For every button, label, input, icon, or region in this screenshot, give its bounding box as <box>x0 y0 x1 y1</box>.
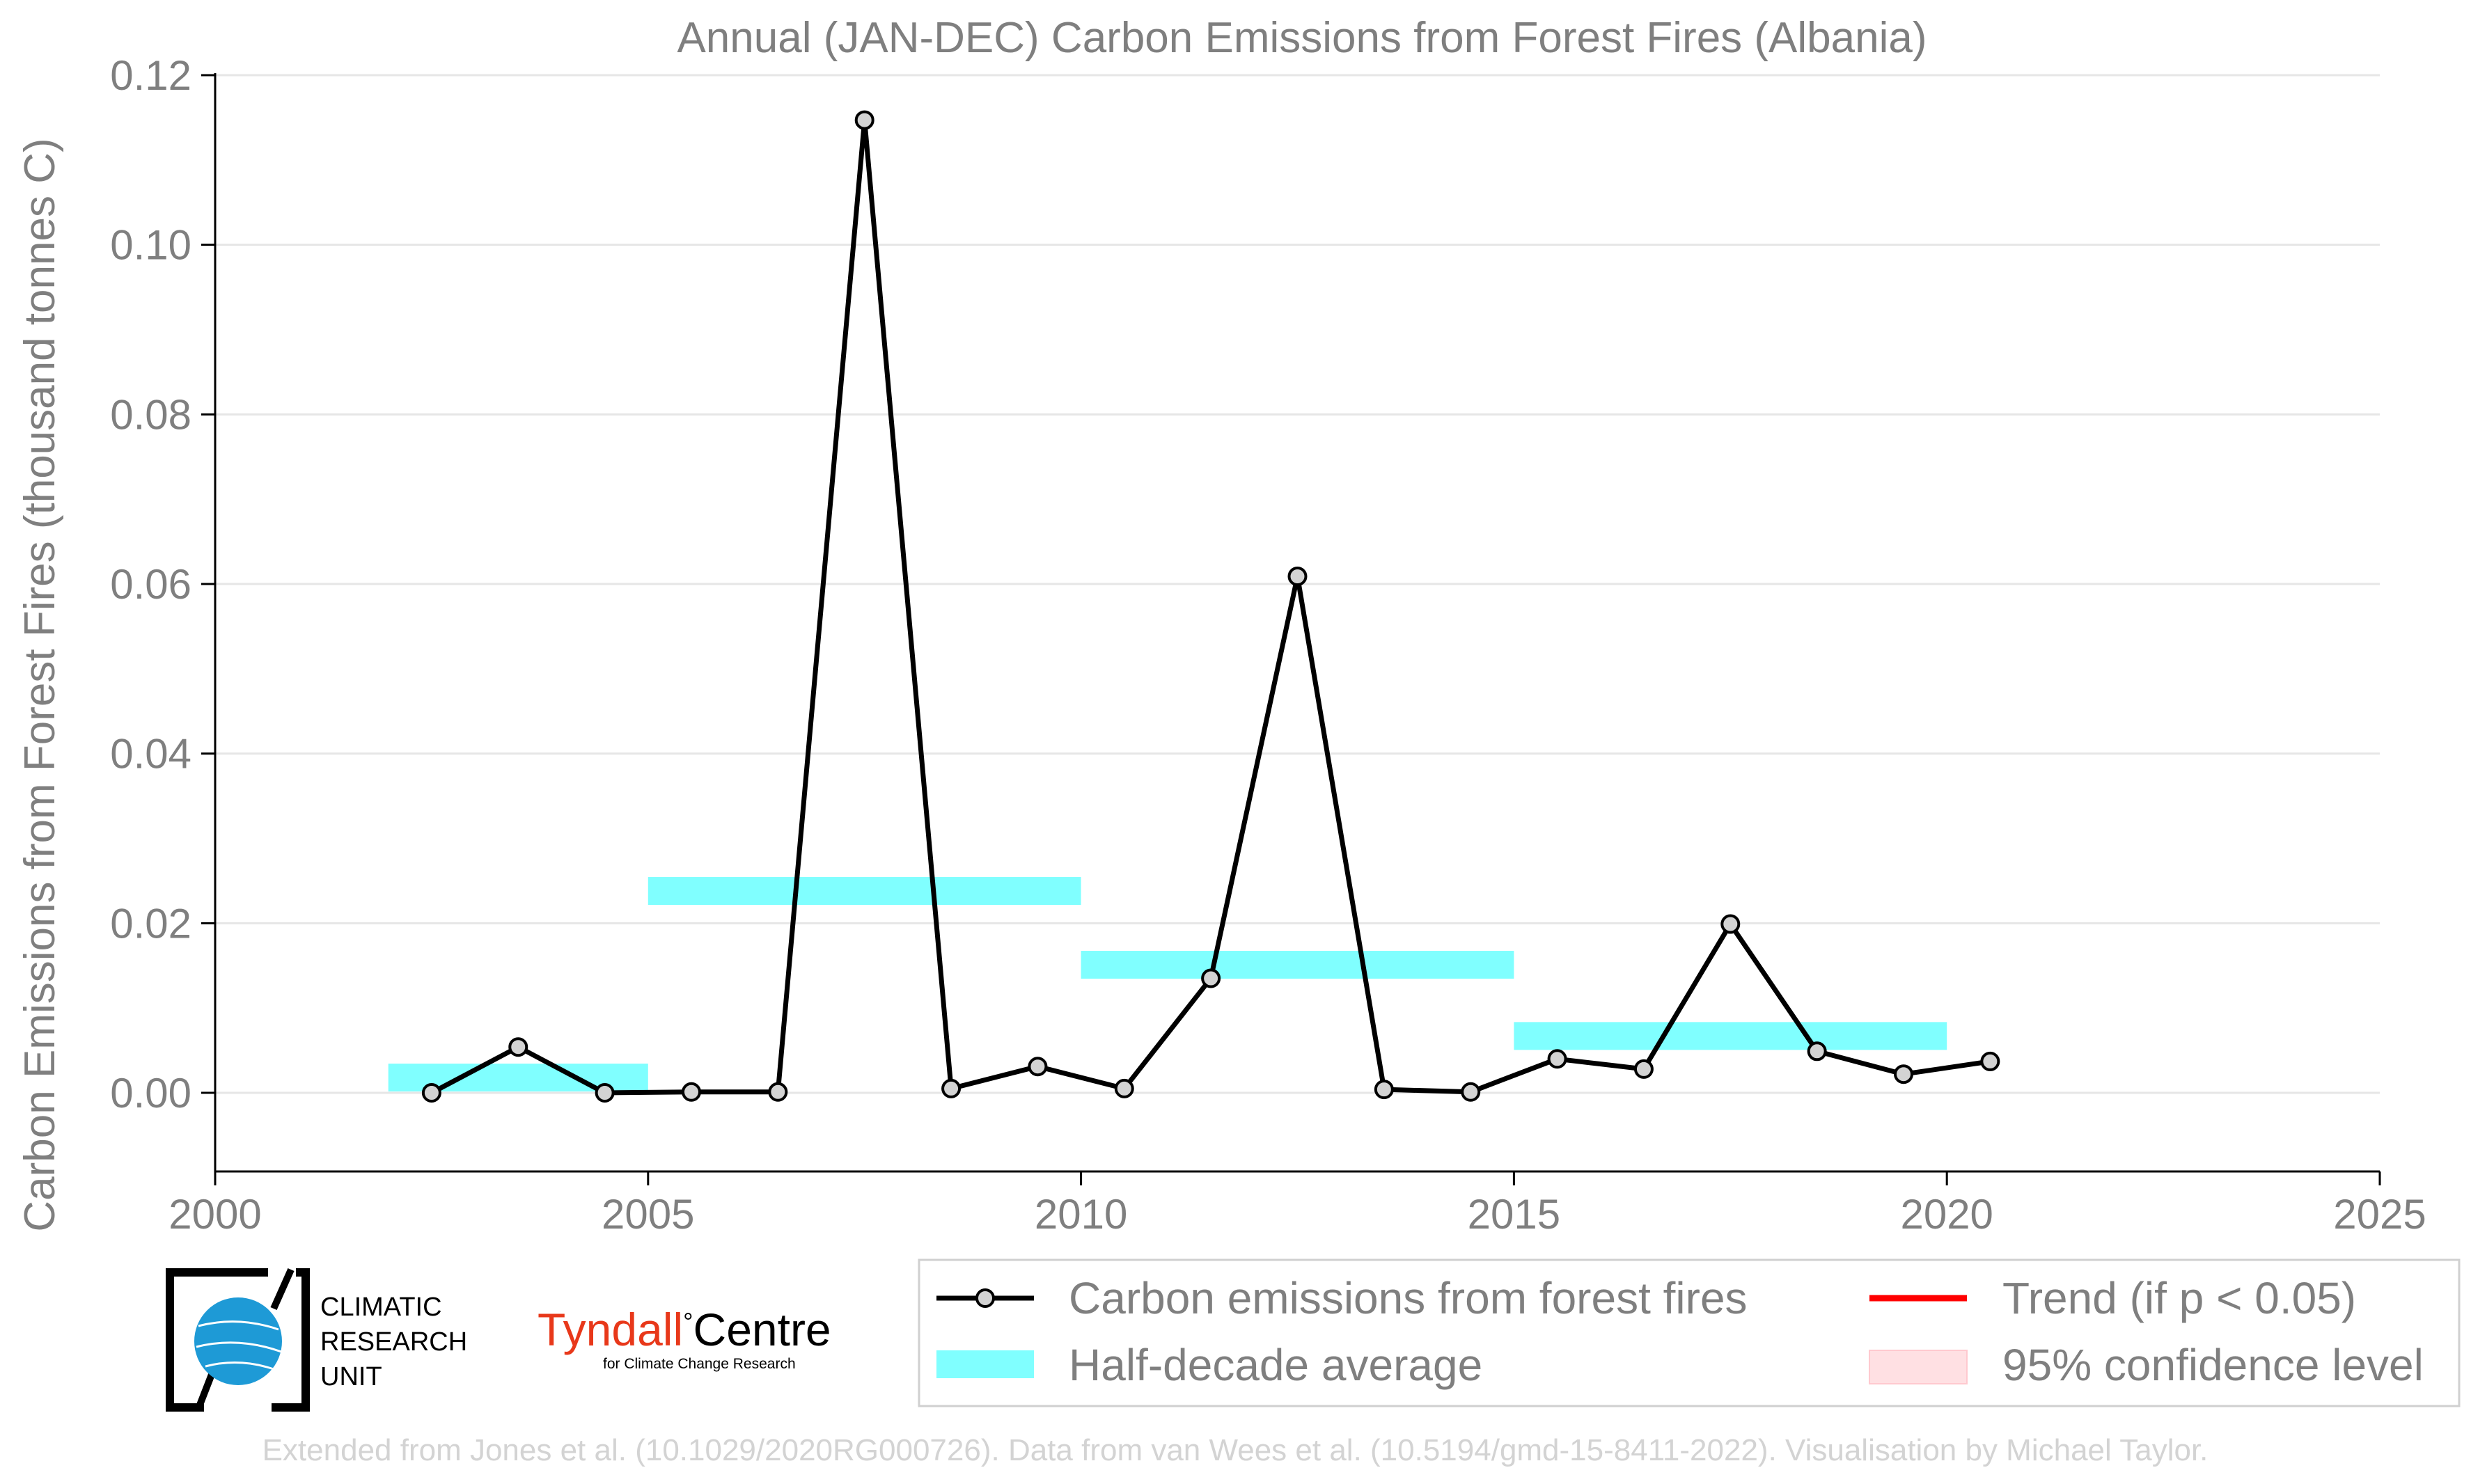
half-decade-band <box>1514 1022 1947 1050</box>
legend: Carbon emissions from forest fires Half-… <box>918 1258 2461 1407</box>
tyndall-logo-subtitle: for Climate Change Research <box>603 1356 796 1372</box>
emissions-point <box>508 1037 528 1057</box>
emissions-point <box>1287 567 1308 587</box>
tyndall-logo-text: Tyndall°Centre <box>538 1304 831 1355</box>
emissions-point <box>854 110 874 130</box>
legend-box <box>918 1258 2461 1407</box>
emissions-point <box>1461 1082 1481 1102</box>
tyndall-logo-centre: Centre <box>693 1304 831 1355</box>
emissions-point <box>1807 1041 1827 1061</box>
y-tick-label: 0.02 <box>110 900 191 947</box>
emissions-points <box>421 110 2000 1103</box>
y-tick-label: 0.04 <box>110 731 191 777</box>
x-tick-label: 2015 <box>1468 1191 1560 1238</box>
cru-logo-slash <box>194 1268 295 1412</box>
emissions-point <box>1633 1059 1654 1079</box>
y-tick-label: 0.12 <box>110 52 191 99</box>
emissions-point <box>1028 1057 1048 1077</box>
emissions-point <box>1894 1064 1914 1084</box>
emissions-point <box>1374 1080 1394 1100</box>
legend-emissions-label: Carbon emissions from forest fires <box>1069 1273 1748 1323</box>
x-tick-label: 2025 <box>2333 1191 2426 1238</box>
x-tick-label: 2000 <box>168 1191 261 1238</box>
half-decade-bands <box>388 877 1947 1092</box>
emissions-point <box>1114 1078 1134 1098</box>
grid-lines <box>215 74 2380 1094</box>
y-tick-label: 0.06 <box>110 561 191 608</box>
emissions-point <box>1980 1051 2000 1071</box>
cru-logo-line-3: UNIT <box>320 1362 382 1391</box>
emissions-line <box>430 118 1991 1096</box>
axes <box>214 73 2380 1173</box>
chart-title: Annual (JAN-DEC) Carbon Emissions from F… <box>677 14 1927 62</box>
legend-emissions-swatch-marker <box>975 1288 995 1308</box>
tyndall-logo-degree: ° <box>683 1307 693 1336</box>
emissions-point <box>1720 914 1741 934</box>
y-axis-title-group: Carbon Emissions from Forest Fires (thou… <box>16 138 64 1231</box>
emissions-point <box>681 1082 701 1102</box>
emissions-point <box>941 1078 962 1098</box>
y-tick-label: 0.08 <box>110 391 191 438</box>
y-axis-title: Carbon Emissions from Forest Fires (thou… <box>16 138 64 1231</box>
cru-logo-line-1: CLIMATIC <box>320 1293 442 1322</box>
legend-trend-label: Trend (if p < 0.05) <box>2002 1273 2356 1323</box>
x-tick-label: 2005 <box>602 1191 694 1238</box>
cru-globe-lines <box>196 1320 282 1371</box>
emissions-point <box>1201 968 1221 988</box>
emissions-point <box>421 1083 441 1103</box>
legend-half-decade-swatch <box>936 1350 1034 1378</box>
x-ticks: 2000 2005 2010 2015 2020 2025 <box>168 1171 2426 1238</box>
y-tick-label: 0.00 <box>110 1070 191 1116</box>
cru-logo: CLIMATIC RESEARCH UNIT <box>166 1268 467 1412</box>
tyndall-logo-main: Tyndall <box>538 1304 683 1355</box>
cru-logo-line-2: RESEARCH <box>320 1327 467 1357</box>
cru-logo-frame <box>166 1268 310 1412</box>
emissions-point <box>1547 1049 1567 1069</box>
tyndall-logo: Tyndall°Centre for Climate Change Resear… <box>538 1304 831 1372</box>
y-ticks: 0.00 0.02 0.04 0.06 0.08 0.10 0.12 <box>110 52 215 1116</box>
credit-line: Extended from Jones et al. (10.1029/2020… <box>262 1433 2209 1467</box>
legend-confidence-label: 95% confidence level <box>2002 1340 2424 1390</box>
y-tick-label: 0.10 <box>110 222 191 269</box>
legend-confidence-swatch <box>1869 1350 1968 1384</box>
half-decade-band <box>1081 951 1514 979</box>
half-decade-band <box>648 877 1081 906</box>
cru-globe-icon <box>194 1297 282 1385</box>
emissions-point <box>595 1083 615 1103</box>
x-tick-label: 2020 <box>1900 1191 1993 1238</box>
emissions-series-line <box>430 118 1991 1096</box>
emissions-point <box>768 1082 788 1102</box>
x-tick-label: 2010 <box>1035 1191 1127 1238</box>
legend-half-decade-label: Half-decade average <box>1069 1340 1482 1390</box>
